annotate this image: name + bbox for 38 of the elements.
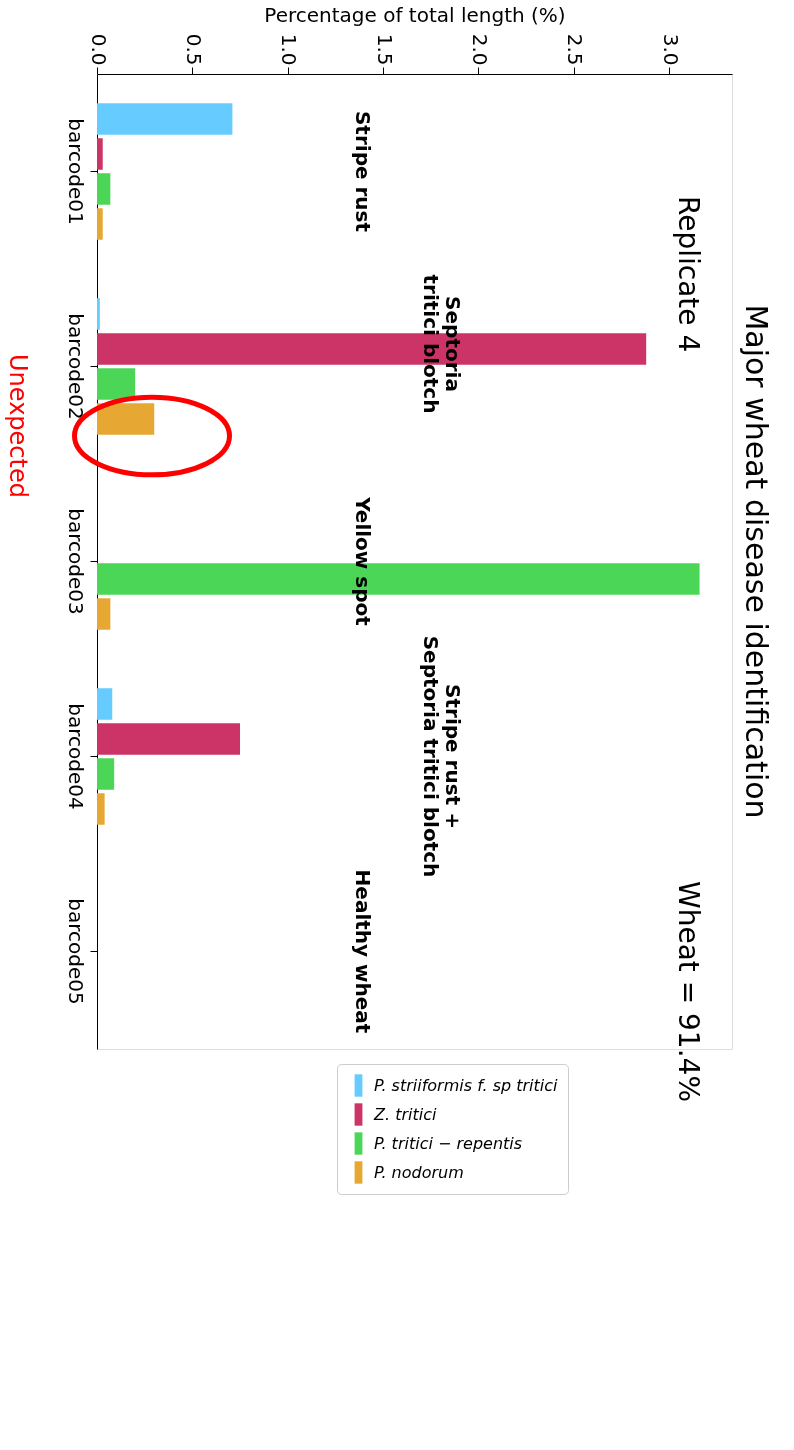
bar xyxy=(97,598,111,630)
annotation: Replicate 4 xyxy=(672,196,705,353)
y-tick-label: barcode04 xyxy=(63,703,88,810)
bar xyxy=(97,723,241,755)
x-tick-label: 1.5 xyxy=(372,33,397,66)
bar xyxy=(97,173,111,205)
bar xyxy=(97,298,100,330)
y-tick-label: barcode05 xyxy=(63,898,88,1005)
bar xyxy=(97,403,155,435)
annotation: Septoria tritici blotch xyxy=(419,274,465,414)
y-tick-label: barcode02 xyxy=(63,313,88,420)
annotation: Stripe rust + Septoria tritici blotch xyxy=(419,635,465,878)
legend-label: Z. tritici xyxy=(373,1104,437,1124)
bar xyxy=(97,688,113,720)
legend-label: P. nodorum xyxy=(374,1162,464,1182)
text: Major wheat disease identification xyxy=(739,304,774,819)
annotation: Wheat = 91.4% xyxy=(672,881,705,1103)
annotation: Stripe rust xyxy=(351,110,375,233)
x-tick-label: 0.0 xyxy=(86,33,111,66)
x-tick-label: 2.5 xyxy=(563,33,588,66)
bar xyxy=(97,138,103,170)
x-tick-label: 0.5 xyxy=(181,33,206,66)
y-tick-label: barcode03 xyxy=(63,508,88,615)
bar xyxy=(97,103,233,135)
x-tick-label: 1.0 xyxy=(277,33,302,66)
legend-label: P. striiformis f. sp tritici xyxy=(374,1075,559,1095)
bar xyxy=(97,368,136,400)
annotation: Healthy wheat xyxy=(351,869,375,1034)
bar xyxy=(97,758,115,790)
annotation: Yellow spot xyxy=(351,496,375,627)
y-tick-label: barcode01 xyxy=(63,118,88,225)
bar xyxy=(97,208,103,240)
x-tick-label: 2.0 xyxy=(467,33,492,66)
x-axis-title: Percentage of total length (%) xyxy=(264,2,566,27)
x-tick-label: 3.0 xyxy=(658,33,683,66)
bar xyxy=(97,793,105,825)
text: Unexpected xyxy=(4,354,32,498)
legend-label: P. tritici − repentis xyxy=(374,1133,523,1153)
